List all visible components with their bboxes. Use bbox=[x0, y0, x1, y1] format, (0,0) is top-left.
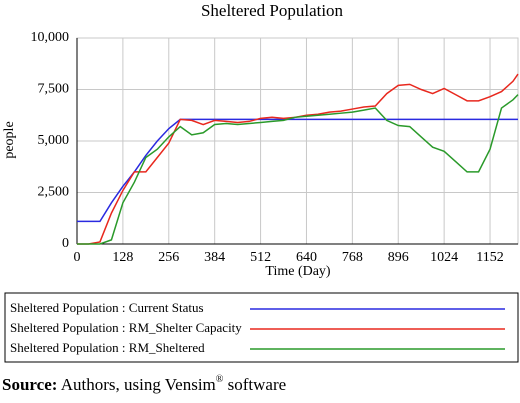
legend-label: Sheltered Population : RM_Shelter Capaci… bbox=[10, 320, 242, 335]
legend-label: Sheltered Population : RM_Sheltered bbox=[10, 340, 205, 355]
y-axis-label: people bbox=[2, 121, 17, 158]
y-tick-label: 10,000 bbox=[31, 30, 70, 45]
x-tick-label: 0 bbox=[74, 250, 81, 265]
legend-box bbox=[4, 292, 519, 363]
source-text: Authors, using Vensim bbox=[61, 375, 216, 394]
x-tick-label: 1024 bbox=[430, 250, 458, 265]
y-tick-label: 2,500 bbox=[38, 185, 70, 200]
y-tick-label: 0 bbox=[62, 236, 69, 251]
source-label: Source: bbox=[2, 375, 57, 394]
x-tick-label: 1152 bbox=[476, 250, 503, 265]
x-tick-label: 640 bbox=[296, 250, 317, 265]
x-tick-label: 128 bbox=[112, 250, 133, 265]
source-tail: software bbox=[228, 375, 287, 394]
x-axis-label: Time (Day) bbox=[265, 264, 331, 279]
x-tick-label: 256 bbox=[158, 250, 179, 265]
source-mark: ® bbox=[216, 374, 224, 385]
source: Source: Authors, using Vensim® software bbox=[2, 369, 286, 394]
x-tick-label: 512 bbox=[250, 250, 271, 265]
legend-label: Sheltered Population : Current Status bbox=[10, 300, 204, 315]
series-line bbox=[77, 118, 518, 223]
series-line bbox=[77, 94, 519, 245]
x-tick-label: 384 bbox=[204, 250, 225, 265]
x-tick-label: 896 bbox=[388, 250, 409, 265]
chart-title: Sheltered Population bbox=[201, 1, 344, 20]
y-tick-label: 7,500 bbox=[38, 82, 70, 97]
y-tick-label: 5,000 bbox=[38, 133, 70, 148]
x-tick-label: 768 bbox=[342, 250, 363, 265]
